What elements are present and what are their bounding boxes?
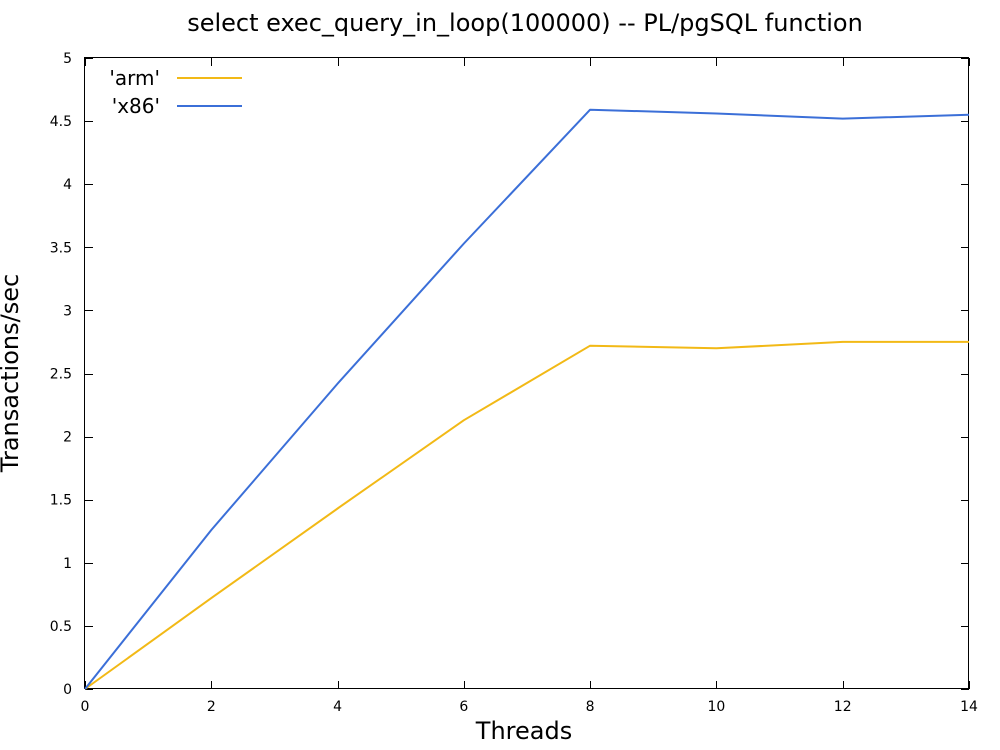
y-axis-label: Transactions/sec [0,274,24,473]
x-tick-label: 0 [81,699,90,715]
x-tick-label: 12 [834,699,852,715]
y-tick-label: 0 [63,682,72,698]
y-tick-label: 5 [63,51,72,67]
y-tick-label: 1 [63,556,72,572]
y-tick-label: 1.5 [50,493,72,509]
legend-label: 'arm' [109,66,160,90]
axis-ticks [85,58,970,690]
plot-frame [84,57,969,689]
series-lines [84,108,970,690]
y-tick-label: 0.5 [50,619,72,635]
x-tick-label: 14 [960,699,978,715]
y-tick-label: 2 [63,430,72,446]
x-tick-label: 6 [459,699,468,715]
x-axis-label: Threads [475,717,572,745]
x-tick-label: 8 [586,699,595,715]
x-tick-label: 2 [207,699,216,715]
x-tick-label: 4 [333,699,342,715]
legend: 'arm' 'x86' [109,66,242,118]
y-tick-label: 2.5 [50,367,72,383]
chart-title: select exec_query_in_loop(100000) -- PL/… [187,9,863,37]
series-line-1 [84,108,970,690]
x-tick-label: 10 [708,699,726,715]
y-tick-label: 4.5 [50,114,72,130]
y-tick-label: 4 [63,177,72,193]
y-tick-label: 3 [63,303,72,319]
legend-label: 'x86' [112,94,160,118]
axis-tick-labels: 0 2 4 6 8 10 12 14 0 0.5 1 1.5 2 2.5 3 3.5 4 4.5 5 [50,51,978,715]
series-line-0 [84,340,969,690]
y-tick-label: 3.5 [50,240,72,256]
